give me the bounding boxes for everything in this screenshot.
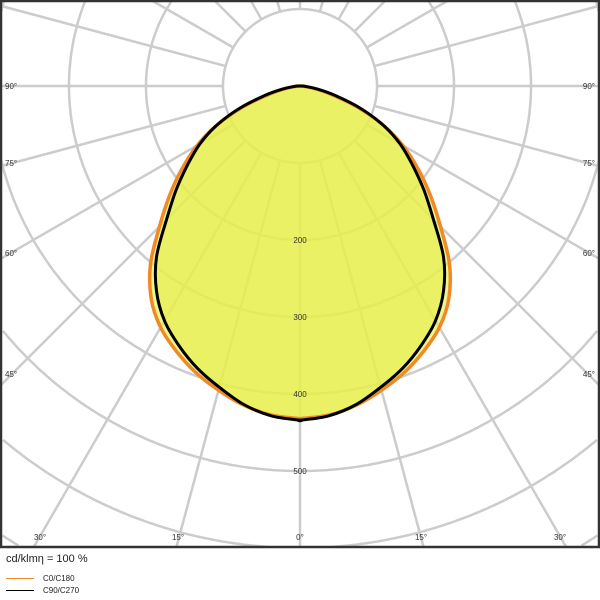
angle-label-right: 75° xyxy=(583,159,595,168)
intensity-fill xyxy=(149,86,451,421)
axis-labels: 90° 90° 75° 75° 60° 60° 45° 45° 30° 15° 0° 15° 30° 20… xyxy=(5,82,595,542)
angle-label-bottom: 15° xyxy=(172,533,184,542)
series-curve-c90-c270 xyxy=(153,84,447,423)
angle-label-right: 60° xyxy=(583,249,595,258)
grid-radial-line xyxy=(0,4,226,68)
grid-radial-line xyxy=(374,104,600,168)
grid-radial-line xyxy=(353,0,386,33)
legend-label: C0/C180 xyxy=(43,574,75,583)
polar-chart: 90° 90° 75° 75° 60° 60° 45° 45° 30° 15° 0° 15° 30° 20… xyxy=(0,0,600,549)
grid-radial-line xyxy=(249,0,263,20)
legend-item-c90: C90/C270 xyxy=(6,586,79,595)
angle-label-left: 60° xyxy=(5,249,17,258)
angle-label-bottom: 0° xyxy=(296,533,304,542)
angle-label-bottom: 15° xyxy=(415,533,427,542)
legend-swatch-black xyxy=(6,590,34,591)
angle-label-left: 90° xyxy=(5,82,17,91)
angle-label-bottom: 30° xyxy=(554,533,566,542)
legend-label: C90/C270 xyxy=(43,586,80,595)
unit-label: cd/klmη = 100 % xyxy=(6,553,88,565)
radial-tick-label: 400 xyxy=(293,390,307,399)
legend-item-c0: C0/C180 xyxy=(6,574,75,583)
series-curves xyxy=(147,84,453,423)
grid-radial-line xyxy=(0,104,226,168)
grid-radial-line xyxy=(214,0,247,33)
angle-label-left: 45° xyxy=(5,370,17,379)
grid-radial-line xyxy=(374,4,600,68)
grid-radial-line xyxy=(276,0,282,12)
radial-tick-label: 200 xyxy=(293,236,307,245)
angle-label-bottom: 30° xyxy=(34,533,46,542)
legend-swatch-orange xyxy=(6,578,34,579)
angle-label-right: 45° xyxy=(583,370,595,379)
chart-frame xyxy=(0,0,600,549)
grid-radial-line xyxy=(337,0,351,20)
grid-circle xyxy=(1,330,599,473)
angle-label-right: 90° xyxy=(583,82,595,91)
radial-tick-label: 500 xyxy=(293,467,307,476)
grid-radial-line xyxy=(318,0,324,12)
radial-tick-label: 300 xyxy=(293,313,307,322)
grid-circle xyxy=(1,534,599,547)
angle-label-left: 75° xyxy=(5,159,17,168)
grid-circle xyxy=(0,0,600,396)
series-fill xyxy=(155,86,445,421)
grid-circle xyxy=(2,438,598,549)
